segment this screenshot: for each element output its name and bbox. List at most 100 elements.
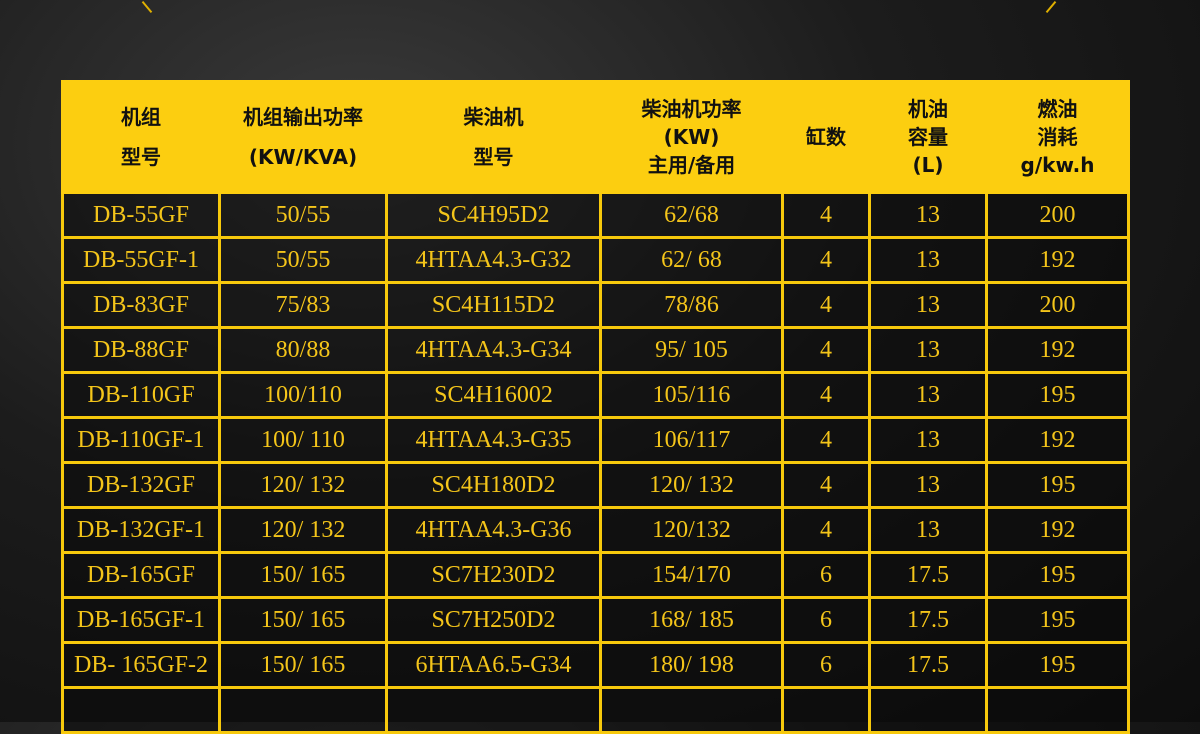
- corner-decoration: [141, 0, 153, 14]
- table-cell: DB-165GF: [61, 551, 221, 599]
- table-cell: 95/ 105: [599, 326, 784, 374]
- table-cell: 106/117: [599, 416, 784, 464]
- table-cell: 4: [781, 191, 871, 239]
- column-header-line: 机油: [908, 97, 948, 121]
- table-cell: 62/ 68: [599, 236, 784, 284]
- table-cell: 50/55: [218, 191, 388, 239]
- column-header: 机组输出功率 (KW/KVA): [218, 80, 388, 194]
- table-cell: 4HTAA4.3-G32: [385, 236, 602, 284]
- table-row: DB-165GF-1 150/ 165 SC7H250D2 168/ 185 6 17.5…: [61, 596, 1130, 644]
- table-cell: 195: [985, 461, 1130, 509]
- table-cell: 6: [781, 641, 871, 689]
- table-row: [61, 686, 1130, 734]
- table-row: DB-132GF-1 120/ 132 4HTAA4.3-G36 120/132 4 13…: [61, 506, 1130, 554]
- table-cell: 120/132: [599, 506, 784, 554]
- column-header-line: g/kw.h: [1020, 153, 1095, 177]
- table-cell: 120/ 132: [599, 461, 784, 509]
- table-cell: 13: [868, 371, 988, 419]
- column-header-line: 柴油机功率: [641, 97, 742, 121]
- table-cell: 4: [781, 461, 871, 509]
- table-cell: SC4H16002: [385, 371, 602, 419]
- table-cell: DB-132GF: [61, 461, 221, 509]
- column-header: 燃油消耗 g/kw.h: [985, 80, 1130, 194]
- table-row: DB-55GF-1 50/55 4HTAA4.3-G32 62/ 68 4 13 192: [61, 236, 1130, 284]
- column-header-line: 机组: [121, 105, 161, 129]
- table-cell: 13: [868, 461, 988, 509]
- table-cell: DB-110GF: [61, 371, 221, 419]
- table-row: DB-110GF 100/110 SC4H16002 105/116 4 13 195: [61, 371, 1130, 419]
- table-cell: 4: [781, 236, 871, 284]
- table-row: DB-132GF 120/ 132 SC4H180D2 120/ 132 4 13 195: [61, 461, 1130, 509]
- table-cell: DB- 165GF-2: [61, 641, 221, 689]
- table-cell: 100/ 110: [218, 416, 388, 464]
- column-header: 柴油机 型号: [385, 80, 602, 194]
- table-cell: DB-88GF: [61, 326, 221, 374]
- table-cell: 195: [985, 641, 1130, 689]
- table-cell: 192: [985, 326, 1130, 374]
- column-header-line: 机组输出功率: [243, 105, 363, 129]
- header-row: 机组 型号 机组输出功率 (KW/KVA) 柴油机 型号 柴油机功率 (KW) 主用/备用 缸数机…: [61, 80, 1130, 194]
- table-cell: 17.5: [868, 551, 988, 599]
- table-cell: 4: [781, 326, 871, 374]
- table-cell: 75/83: [218, 281, 388, 329]
- table-cell: 6: [781, 551, 871, 599]
- table-cell: 192: [985, 236, 1130, 284]
- table-row: DB- 165GF-2 150/ 165 6HTAA6.5-G34 180/ 198 6…: [61, 641, 1130, 689]
- column-header: 柴油机功率 (KW) 主用/备用: [599, 80, 784, 194]
- table-row: DB-110GF-1 100/ 110 4HTAA4.3-G35 106/117 4 13…: [61, 416, 1130, 464]
- table-cell: [61, 686, 221, 734]
- table-cell: 6: [781, 596, 871, 644]
- column-header-line: 容量: [908, 125, 948, 149]
- column-header: 机油容量 (L): [868, 80, 988, 194]
- table-cell: 200: [985, 191, 1130, 239]
- column-header-line: 消耗: [1037, 125, 1078, 149]
- table-cell: 192: [985, 506, 1130, 554]
- table-cell: 6HTAA6.5-G34: [385, 641, 602, 689]
- column-header-line: 缸数: [806, 125, 846, 149]
- table-cell: 17.5: [868, 596, 988, 644]
- table-cell: 150/ 165: [218, 596, 388, 644]
- table-cell: DB-132GF-1: [61, 506, 221, 554]
- table-cell: 120/ 132: [218, 461, 388, 509]
- table-cell: DB-83GF: [61, 281, 221, 329]
- table-cell: 4HTAA4.3-G34: [385, 326, 602, 374]
- table-cell: DB-55GF: [61, 191, 221, 239]
- column-header: 机组 型号: [61, 80, 221, 194]
- table-cell: 105/116: [599, 371, 784, 419]
- table-row: DB-165GF 150/ 165 SC7H230D2 154/170 6 17.5 195: [61, 551, 1130, 599]
- table-cell: 150/ 165: [218, 641, 388, 689]
- table-cell: 180/ 198: [599, 641, 784, 689]
- table-cell: 17.5: [868, 641, 988, 689]
- table-cell: 13: [868, 326, 988, 374]
- column-header-line: 型号: [473, 145, 514, 169]
- table-cell: 4: [781, 506, 871, 554]
- table-cell: 195: [985, 596, 1130, 644]
- table-cell: [599, 686, 784, 734]
- table-cell: 120/ 132: [218, 506, 388, 554]
- table-cell: 13: [868, 191, 988, 239]
- table-cell: 13: [868, 416, 988, 464]
- table-cell: 200: [985, 281, 1130, 329]
- table-cell: SC4H180D2: [385, 461, 602, 509]
- column-header: 缸数: [781, 80, 871, 194]
- corner-decoration: [1045, 0, 1057, 14]
- table-cell: 154/170: [599, 551, 784, 599]
- table-cell: DB-165GF-1: [61, 596, 221, 644]
- table-cell: 62/68: [599, 191, 784, 239]
- table-cell: SC4H95D2: [385, 191, 602, 239]
- column-header-line: (L): [912, 153, 944, 177]
- column-header-line: 燃油: [1037, 97, 1078, 121]
- table-cell: 195: [985, 551, 1130, 599]
- table-row: DB-83GF 75/83 SC4H115D2 78/86 4 13 200: [61, 281, 1130, 329]
- column-header-line: (KW/KVA): [248, 145, 358, 169]
- table-cell: 4HTAA4.3-G36: [385, 506, 602, 554]
- table-cell: 168/ 185: [599, 596, 784, 644]
- table-cell: DB-110GF-1: [61, 416, 221, 464]
- table-cell: 195: [985, 371, 1130, 419]
- table-cell: SC4H115D2: [385, 281, 602, 329]
- table-cell: 80/88: [218, 326, 388, 374]
- table-cell: 4HTAA4.3-G35: [385, 416, 602, 464]
- table-cell: 150/ 165: [218, 551, 388, 599]
- column-header-line: 柴油机: [463, 105, 524, 129]
- table-cell: 192: [985, 416, 1130, 464]
